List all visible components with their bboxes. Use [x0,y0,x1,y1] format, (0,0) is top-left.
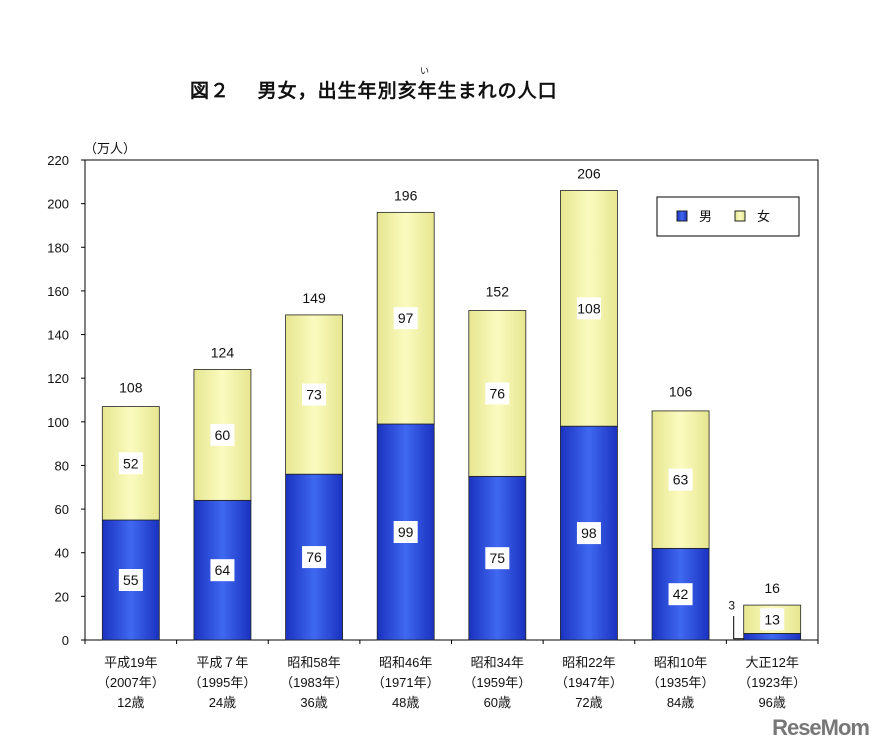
data-label-box [302,546,327,569]
total-label: 16 [764,580,780,596]
x-tick-label: 72歳 [575,695,602,710]
y-tick-label: 200 [47,197,69,212]
data-label: 13 [764,611,780,627]
data-label-box [118,569,143,591]
data-label: 76 [490,385,506,401]
x-tick-label: 平成７年 [196,655,248,670]
data-label-box [393,521,418,543]
y-tick-label: 220 [47,153,69,168]
data-label: 75 [490,550,506,566]
x-tick-label: 昭和34年 [471,655,524,670]
legend-label: 女 [757,209,770,224]
x-tick-label: （1983年） [280,675,348,690]
bar-male [743,633,802,641]
title-ruby: い [420,67,430,77]
data-label-box [393,307,418,330]
data-label: 3 [728,598,735,612]
chart-title: 図２ 男女，出生年別亥年生まれの人口 [190,80,558,102]
x-tick-label: （2007年） [97,675,165,690]
x-tick-label: 84歳 [667,695,694,710]
data-label-box [576,522,601,545]
data-label-box [668,468,693,491]
x-tick-label: （1995年） [188,675,256,690]
data-label: 99 [398,524,414,540]
data-label-box [668,583,693,606]
x-tick-label: 昭和46年 [379,655,432,670]
data-label-box [118,452,143,475]
data-label-box [485,382,510,405]
total-label: 152 [486,283,510,299]
leader-line [733,616,744,640]
y-tick-label: 120 [47,371,69,386]
x-tick-label: （1923年） [738,675,806,690]
x-tick-label: 36歳 [300,695,327,710]
y-tick-label: 80 [55,458,69,473]
legend-swatch-male [676,210,688,222]
x-tick-label: 昭和22年 [562,655,615,670]
total-label: 206 [577,166,601,182]
data-label-box [760,608,785,631]
y-tick-label: 140 [47,328,69,343]
y-tick-label: 100 [47,415,69,430]
x-tick-label: 48歳 [392,695,419,710]
x-tick-label: （1971年） [372,675,440,690]
data-label: 52 [123,455,139,471]
y-tick-label: 180 [47,240,69,255]
data-label: 64 [215,562,231,578]
total-label: 196 [394,187,418,203]
x-tick-label: 平成19年 [104,655,157,670]
total-label: 106 [669,384,693,400]
data-label: 97 [398,310,414,326]
data-label: 73 [306,387,322,403]
data-label: 55 [123,572,139,588]
total-label: 108 [119,379,143,395]
data-label: 42 [673,586,689,602]
data-label-box [302,383,327,406]
y-tick-label: 160 [47,284,69,299]
data-label: 108 [577,300,601,316]
legend-swatch-female [734,210,746,222]
data-label-box [210,559,235,582]
total-label: 149 [302,290,326,306]
data-label-box [576,297,601,320]
x-tick-label: （1947年） [555,675,623,690]
x-tick-label: 昭和10年 [654,655,707,670]
data-label: 60 [215,427,231,443]
x-tick-label: 12歳 [117,695,144,710]
total-label: 124 [211,344,235,360]
data-label-box [485,547,510,570]
x-tick-label: 昭和58年 [287,655,340,670]
data-label: 63 [673,472,689,488]
x-tick-label: 大正12年 [745,655,798,670]
y-tick-label: 0 [62,633,69,648]
y-tick-label: 40 [55,546,69,561]
y-axis-label: （万人） [84,142,137,157]
x-tick-label: 24歳 [209,695,236,710]
x-tick-label: 96歳 [758,695,785,710]
data-label: 98 [581,525,597,541]
y-tick-label: 60 [55,502,69,517]
x-tick-label: 60歳 [484,695,511,710]
legend-label: 男 [699,209,712,224]
data-label-box [210,423,235,446]
x-tick-label: （1959年） [463,675,531,690]
watermark-logo: ReseMom [772,715,870,740]
data-label: 76 [306,549,322,565]
x-tick-label: （1935年） [647,675,715,690]
y-tick-label: 20 [55,589,69,604]
